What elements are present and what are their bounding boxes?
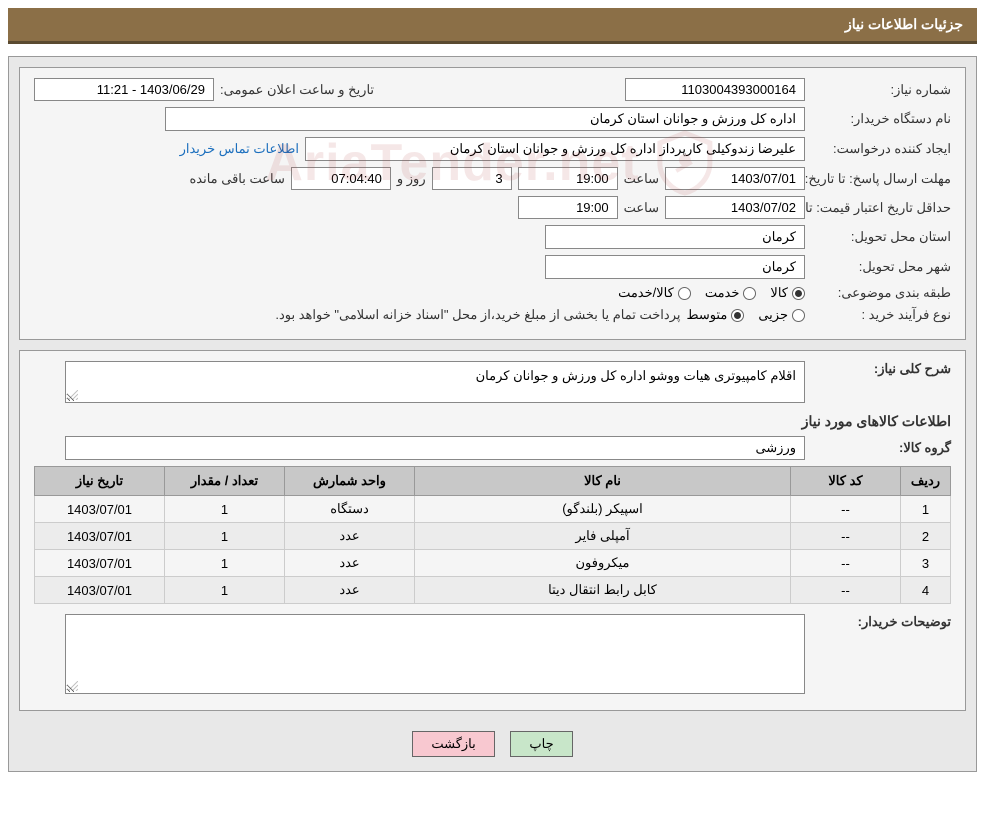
price-valid-date: 1403/07/02 xyxy=(665,196,805,219)
col-name: نام کالا xyxy=(415,467,791,496)
items-title: اطلاعات کالاهای مورد نیاز xyxy=(34,413,951,430)
table-cell: 1403/07/01 xyxy=(35,496,165,523)
table-cell: -- xyxy=(791,523,901,550)
process-radio-minor[interactable]: جزیی xyxy=(758,307,805,323)
radio-icon xyxy=(678,287,691,300)
reply-deadline-date: 1403/07/01 xyxy=(665,167,805,190)
delivery-city-value: کرمان xyxy=(545,255,805,279)
table-cell: 1 xyxy=(165,523,285,550)
price-valid-label: حداقل تاریخ اعتبار قیمت: تا تاریخ: xyxy=(811,200,951,216)
page-title: جزئیات اطلاعات نیاز xyxy=(845,16,963,32)
buyer-org-value: اداره کل ورزش و جوانان استان کرمان xyxy=(165,107,805,131)
table-cell: 4 xyxy=(901,577,951,604)
need-desc-label: شرح کلی نیاز: xyxy=(811,361,951,377)
countdown: 07:04:40 xyxy=(291,167,391,190)
info-section: AriaTender.net شماره نیاز: 1103004393000… xyxy=(19,67,966,340)
table-row: 2--آمپلی فایرعدد11403/07/01 xyxy=(35,523,951,550)
page-header: جزئیات اطلاعات نیاز xyxy=(8,8,977,44)
days-and-label: روز و xyxy=(397,171,426,187)
col-code: کد کالا xyxy=(791,467,901,496)
table-cell: 1 xyxy=(901,496,951,523)
table-cell: اسپيکر (بلندگو) xyxy=(415,496,791,523)
table-cell: میکروفون xyxy=(415,550,791,577)
table-cell: 1403/07/01 xyxy=(35,523,165,550)
announce-value: 1403/06/29 - 11:21 xyxy=(34,78,214,101)
goods-group-value: ورزشى xyxy=(65,436,805,460)
days-remaining: 3 xyxy=(432,167,512,190)
price-valid-time: 19:00 xyxy=(518,196,618,219)
resize-icon xyxy=(68,681,78,691)
radio-icon xyxy=(743,287,756,300)
buyer-notes-label: توضیحات خریدار: xyxy=(811,614,951,630)
time-label-1: ساعت xyxy=(624,171,659,187)
radio-icon xyxy=(792,287,805,300)
table-row: 4--کابل رابط انتقال دیتاعدد11403/07/01 xyxy=(35,577,951,604)
reply-deadline-label: مهلت ارسال پاسخ: تا تاریخ: xyxy=(811,171,951,187)
col-date: تاریخ نیاز xyxy=(35,467,165,496)
table-cell: 1403/07/01 xyxy=(35,550,165,577)
need-section: شرح کلی نیاز: اقلام کامپیوتری هیات ووشو … xyxy=(19,350,966,711)
table-cell: 1403/07/01 xyxy=(35,577,165,604)
category-label: طبقه بندی موضوعی: xyxy=(811,285,951,301)
category-radio-service[interactable]: خدمت xyxy=(705,285,757,301)
time-label-2: ساعت xyxy=(624,200,659,216)
radio-icon xyxy=(731,309,744,322)
remaining-label: ساعت باقی مانده xyxy=(189,171,284,187)
requester-label: ایجاد کننده درخواست: xyxy=(811,141,951,157)
category-radio-goods[interactable]: کالا xyxy=(770,285,805,301)
reply-deadline-time: 19:00 xyxy=(518,167,618,190)
goods-group-label: گروه کالا: xyxy=(811,440,951,456)
button-row: چاپ بازگشت xyxy=(19,721,966,761)
need-desc-value: اقلام کامپیوتری هیات ووشو اداره کل ورزش … xyxy=(65,361,805,403)
delivery-province-label: استان محل تحویل: xyxy=(811,229,951,245)
need-number-label: شماره نیاز: xyxy=(811,82,951,98)
announce-label: تاریخ و ساعت اعلان عمومی: xyxy=(220,82,374,98)
resize-icon xyxy=(68,390,78,400)
table-cell: عدد xyxy=(285,577,415,604)
requester-value: علیرضا زندوکیلی کارپرداز اداره کل ورزش و… xyxy=(305,137,805,161)
table-cell: -- xyxy=(791,577,901,604)
table-cell: کابل رابط انتقال دیتا xyxy=(415,577,791,604)
process-radio-group: جزیی متوسط xyxy=(686,307,805,323)
print-button[interactable]: چاپ xyxy=(510,731,572,757)
process-radio-medium[interactable]: متوسط xyxy=(686,307,744,323)
table-cell: 2 xyxy=(901,523,951,550)
items-table: ردیف کد کالا نام کالا واحد شمارش تعداد /… xyxy=(34,466,951,604)
table-cell: آمپلی فایر xyxy=(415,523,791,550)
table-cell: عدد xyxy=(285,523,415,550)
main-panel: AriaTender.net شماره نیاز: 1103004393000… xyxy=(8,56,977,772)
table-cell: 1 xyxy=(165,550,285,577)
process-type-label: نوع فرآیند خرید : xyxy=(811,307,951,323)
col-qty: تعداد / مقدار xyxy=(165,467,285,496)
col-row: ردیف xyxy=(901,467,951,496)
delivery-city-label: شهر محل تحویل: xyxy=(811,259,951,275)
table-cell: عدد xyxy=(285,550,415,577)
delivery-province-value: کرمان xyxy=(545,225,805,249)
table-cell: -- xyxy=(791,550,901,577)
back-button[interactable]: بازگشت xyxy=(412,731,494,757)
table-cell: -- xyxy=(791,496,901,523)
buyer-notes-value xyxy=(65,614,805,694)
radio-icon xyxy=(792,309,805,322)
category-radio-both[interactable]: کالا/خدمت xyxy=(618,285,691,301)
category-radio-group: کالا خدمت کالا/خدمت xyxy=(618,285,805,301)
col-unit: واحد شمارش xyxy=(285,467,415,496)
buyer-contact-link[interactable]: اطلاعات تماس خریدار xyxy=(180,141,299,157)
need-number-value: 1103004393000164 xyxy=(625,78,805,101)
process-note: پرداخت تمام یا بخشی از مبلغ خرید،از محل … xyxy=(275,307,680,323)
buyer-org-label: نام دستگاه خریدار: xyxy=(811,111,951,127)
table-cell: 3 xyxy=(901,550,951,577)
table-row: 3--میکروفونعدد11403/07/01 xyxy=(35,550,951,577)
table-cell: 1 xyxy=(165,496,285,523)
table-cell: دستگاه xyxy=(285,496,415,523)
table-cell: 1 xyxy=(165,577,285,604)
table-row: 1--اسپيکر (بلندگو)دستگاه11403/07/01 xyxy=(35,496,951,523)
